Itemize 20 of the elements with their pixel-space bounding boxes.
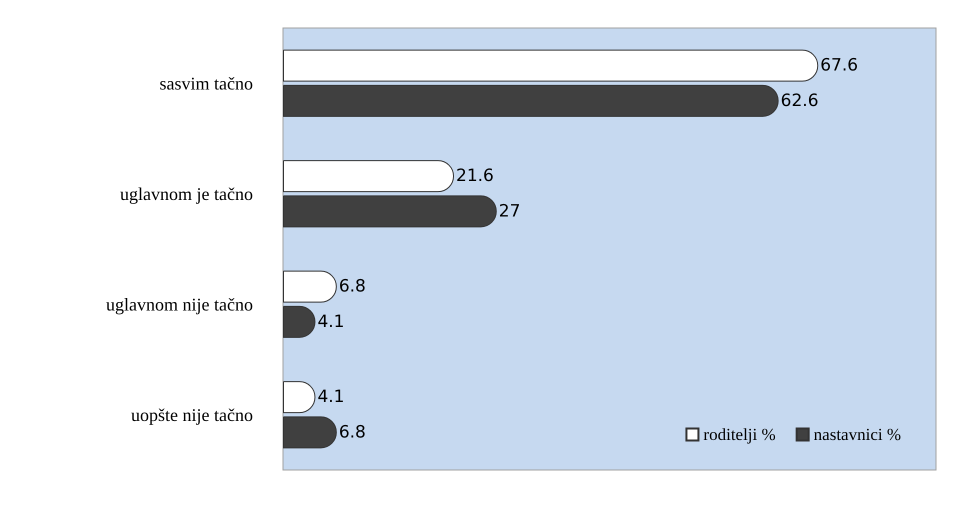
data-label: 27 — [498, 201, 520, 222]
y-tick-label: uglavnom je tačno — [120, 184, 253, 204]
data-label: 6.8 — [338, 276, 366, 297]
y-tick-label: uopšte nije tačno — [131, 404, 253, 425]
y-tick-label: sasvim tačno — [160, 73, 253, 94]
data-label: 4.1 — [317, 387, 345, 408]
data-label: 6.8 — [338, 422, 366, 442]
bar — [283, 270, 337, 303]
bar — [283, 84, 779, 117]
data-label: 21.6 — [456, 166, 494, 186]
legend-label: nastavnici % — [814, 425, 902, 444]
legend-label: roditelji % — [703, 425, 776, 444]
y-tick-label: uglavnom nije tačno — [106, 294, 253, 314]
data-label: 67.6 — [820, 56, 858, 76]
bar — [283, 416, 337, 448]
data-label: 62.6 — [780, 90, 819, 111]
bar — [283, 50, 818, 82]
bar — [283, 195, 497, 228]
data-label: 4.1 — [317, 312, 345, 332]
bar — [283, 160, 454, 192]
